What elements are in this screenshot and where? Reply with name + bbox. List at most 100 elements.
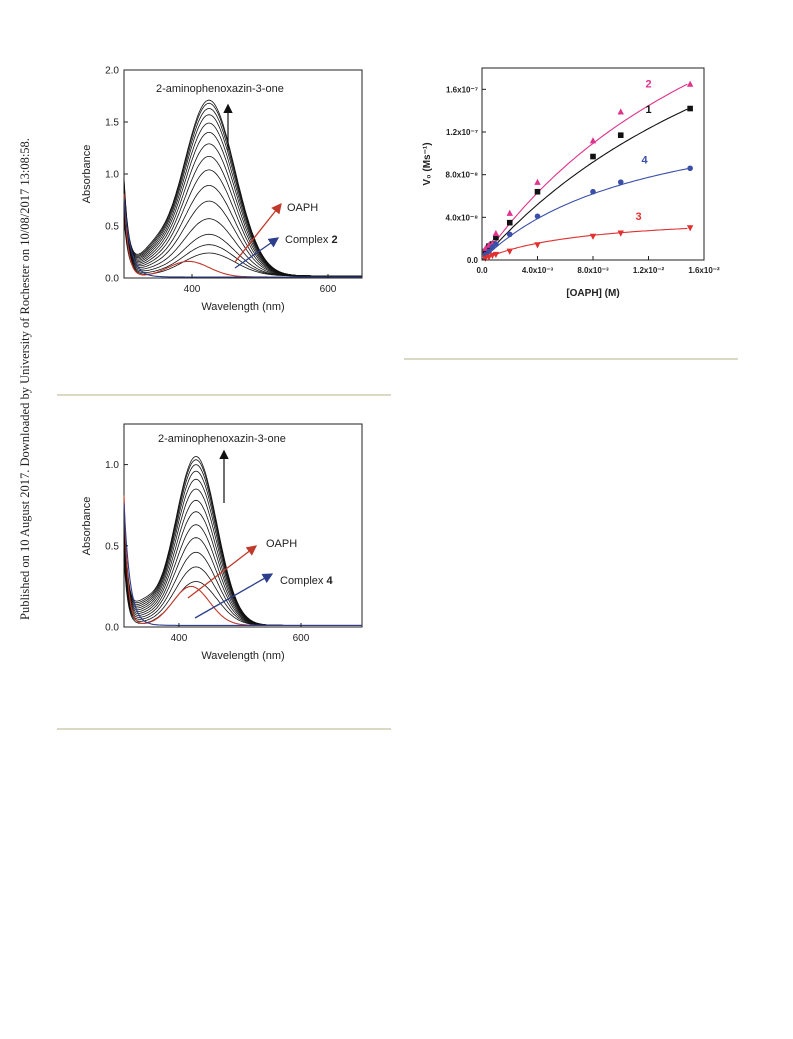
data-point-series-1	[482, 248, 489, 255]
x-tick-label: 600	[293, 633, 310, 644]
spectrum-scan-line	[123, 169, 362, 277]
plot-frame	[481, 67, 705, 261]
data-point-series-4	[687, 165, 693, 172]
figure-separator	[404, 358, 738, 360]
y-axis-title: V₀ (Ms⁻¹)	[422, 142, 433, 185]
data-point-series-3	[485, 254, 493, 261]
y-tick-label: 0.5	[105, 541, 119, 552]
axis-ticks: 0.0 4.0x10⁻³ 8.0x10⁻³ 1.2x10⁻² 1.6x10⁻² 0.0 4.…	[446, 85, 720, 275]
complex-spectrum-line	[123, 198, 362, 278]
y-tick-label: 2.0	[105, 66, 119, 77]
oaph-arrow	[187, 545, 258, 599]
spectrum-scan-line	[123, 499, 362, 626]
x-axis-title: Wavelength (nm)	[201, 301, 284, 313]
data-point-series-3	[482, 255, 489, 262]
data-point-series-3	[686, 225, 694, 232]
x-tick-label: 1.2x10⁻²	[633, 266, 665, 275]
x-tick-label: 4.0x10⁻³	[522, 266, 554, 275]
figure-separator	[57, 728, 391, 730]
data-point-series-1	[534, 188, 541, 195]
x-tick-label: 0.0	[476, 266, 488, 275]
spectra-plot-complex-4: 400 600 0.0 0.5 1.0 Absorbance Wavelength (n…	[81, 423, 363, 662]
axis-ticks: 400 600 0.0 0.5 1.0	[105, 460, 310, 644]
oaph-label: OAPH	[266, 538, 297, 550]
fit-curves	[481, 83, 688, 261]
x-tick-label: 400	[184, 284, 201, 295]
data-point-series-1	[687, 105, 693, 112]
spectrum-scan-line	[123, 102, 362, 277]
kinetics-plot: 0.0 4.0x10⁻³ 8.0x10⁻³ 1.2x10⁻² 1.6x10⁻² 0.0 4.…	[418, 64, 720, 304]
spectrum-scan-line	[123, 219, 362, 277]
oaph-arrow	[234, 202, 282, 263]
figure-separator	[57, 394, 391, 396]
data-point-series-2	[686, 80, 694, 87]
plot-frame	[123, 69, 363, 279]
data-point-series-1	[506, 219, 513, 226]
y-axis-title: Absorbance	[81, 497, 93, 556]
data-point-series-3	[589, 233, 597, 240]
spectra-plot-complex-2: 400 600 0.0 0.5 1.0 1.5 2.0 Absorbance Wavelen…	[81, 66, 363, 313]
michaelis-menten-plot: 0.0 4.0x10⁻³ 8.0x10⁻³ 1.2x10⁻² 1.6x10⁻² 0.0 4.…	[422, 67, 720, 299]
complex-arrow	[194, 573, 274, 619]
x-axis-title: Wavelength (nm)	[201, 650, 284, 662]
fit-curve-2	[481, 83, 688, 261]
data-point-series-3	[489, 252, 496, 260]
complex-spectrum-line	[123, 503, 362, 626]
x-tick-label: 600	[320, 284, 337, 295]
uv-vis-spectra-complex-2: 400 600 0.0 0.5 1.0 1.5 2.0 Absorbance Wavelen…	[70, 58, 370, 318]
series-label-3: 3	[635, 211, 641, 223]
x-axis-title: [OAPH] (M)	[566, 288, 619, 299]
data-points	[482, 80, 694, 262]
data-point-series-4	[534, 213, 541, 220]
data-point-series-4	[486, 248, 492, 255]
spectrum-curves	[123, 456, 362, 626]
x-tick-label: 8.0x10⁻³	[577, 266, 609, 275]
data-point-series-2	[506, 209, 513, 216]
y-tick-label: 1.0	[105, 460, 119, 471]
data-point-series-3	[534, 242, 541, 249]
spectrum-scan-line	[123, 108, 362, 277]
data-point-series-1	[493, 234, 499, 241]
data-point-series-4	[493, 241, 499, 247]
data-point-series-4	[617, 179, 624, 185]
spectrum-scan-line	[123, 122, 362, 277]
data-point-series-2	[492, 229, 500, 237]
data-point-series-2	[589, 137, 597, 144]
y-tick-label: 0.5	[105, 222, 119, 233]
complex-label: Complex 2	[285, 234, 338, 246]
data-point-series-4	[590, 188, 596, 195]
uv-vis-spectra-complex-4: 400 600 0.0 0.5 1.0 Absorbance Wavelength (n…	[70, 418, 370, 668]
y-tick-label: 1.0	[105, 170, 119, 181]
oaph-label: OAPH	[287, 202, 318, 214]
fit-curve-4	[481, 168, 688, 261]
y-tick-label: 0.0	[105, 274, 119, 285]
publication-side-note: Published on 10 August 2017. Downloaded …	[18, 138, 32, 620]
axis-ticks: 400 600 0.0 0.5 1.0 1.5 2.0	[105, 66, 337, 296]
data-point-series-2	[534, 178, 541, 185]
data-point-series-1	[617, 132, 624, 138]
data-point-series-3	[617, 230, 624, 237]
x-tick-label: 400	[171, 633, 188, 644]
data-point-series-1	[590, 153, 596, 160]
spectrum-scan-line	[123, 470, 362, 626]
y-tick-label: 1.6x10⁻⁷	[446, 85, 478, 94]
series-label-1: 1	[645, 104, 651, 116]
y-tick-label: 4.0x10⁻⁸	[446, 213, 479, 222]
oaph-spectrum-line	[123, 495, 362, 626]
data-point-series-3	[492, 251, 500, 259]
complex-arrow	[234, 237, 280, 269]
data-point-series-4	[506, 231, 513, 238]
x-tick-label: 1.6x10⁻²	[688, 266, 720, 275]
y-tick-label: 1.5	[105, 118, 119, 129]
spectrum-curves	[123, 99, 362, 278]
y-tick-label: 1.2x10⁻⁷	[446, 128, 478, 137]
fit-curve-3	[481, 227, 688, 261]
y-tick-label: 0.0	[105, 623, 119, 634]
data-point-series-3	[506, 248, 513, 255]
fit-curve-1	[481, 108, 688, 261]
spectrum-scan-line	[123, 99, 362, 277]
product-label: 2-aminophenoxazin-3-one	[156, 83, 284, 95]
spectrum-scan-line	[123, 143, 362, 277]
data-point-series-2	[617, 108, 624, 115]
y-tick-label: 8.0x10⁻⁸	[446, 171, 479, 180]
